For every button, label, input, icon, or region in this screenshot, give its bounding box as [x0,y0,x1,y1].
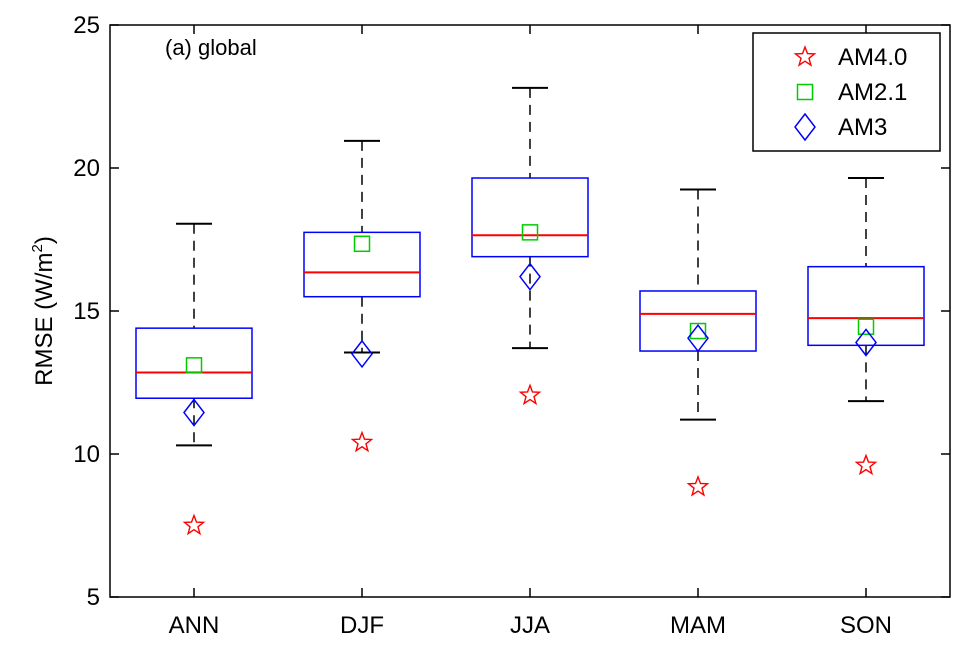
box-group-djf [303,139,421,354]
point-am2-1 [353,235,371,253]
y-axis-label-superscript: 2 [29,244,46,252]
box-iqr [807,265,925,347]
chart-marks [135,86,925,536]
point-am4-0 [350,430,374,453]
y-axis: 5 10 15 20 25 [73,12,950,611]
point-am2-1 [521,224,539,241]
y-axis-label-text: RMSE (W/m [31,253,58,386]
box-group-jja [471,86,589,350]
point-am2-1 [689,322,707,340]
point-am3 [183,398,205,427]
point-am4-0 [182,513,206,536]
box-iqr [639,290,757,352]
box-group-son [807,177,925,403]
point-am2-1 [857,318,875,335]
legend-label: AM4.0 [838,44,907,71]
legend-marker-am3 [794,112,816,142]
y-tick-label: 5 [87,584,100,611]
panel-annotation: (a) global [165,35,257,60]
box-iqr [471,177,589,258]
legend-marker-am2-1 [796,83,814,101]
y-axis-label: RMSE (W/m2) [29,236,58,386]
x-tick-label: ANN [169,612,220,639]
point-am3 [519,262,541,291]
point-am4-0 [686,474,710,497]
y-tick-label: 15 [73,298,100,325]
legend-label: AM2.1 [838,79,907,106]
legend-marker-am4-0 [793,45,817,67]
point-am4-0 [854,453,878,476]
point-am3 [351,339,373,369]
y-tick-label: 25 [73,12,100,39]
y-axis-label-close: ) [31,236,58,244]
y-tick-label: 10 [73,441,100,468]
point-am4-0 [518,383,542,406]
point-am3 [687,323,709,353]
x-tick-label: DJF [340,612,384,639]
box-group-ann [135,222,253,447]
y-tick-label: 20 [73,155,100,182]
box-iqr [135,327,253,399]
point-am3 [855,328,877,357]
x-tick-label: JJA [510,612,550,639]
point-am2-1 [185,357,203,374]
legend: AM4.0 AM2.1 AM3 [752,32,941,152]
box-group-mam [639,188,757,421]
legend-label: AM3 [838,114,887,141]
x-axis: ANN DJF JJA MAM SON [169,25,892,639]
x-tick-label: MAM [670,612,726,639]
box-iqr [303,231,421,298]
legend-box [752,32,941,152]
x-tick-label: SON [840,612,892,639]
